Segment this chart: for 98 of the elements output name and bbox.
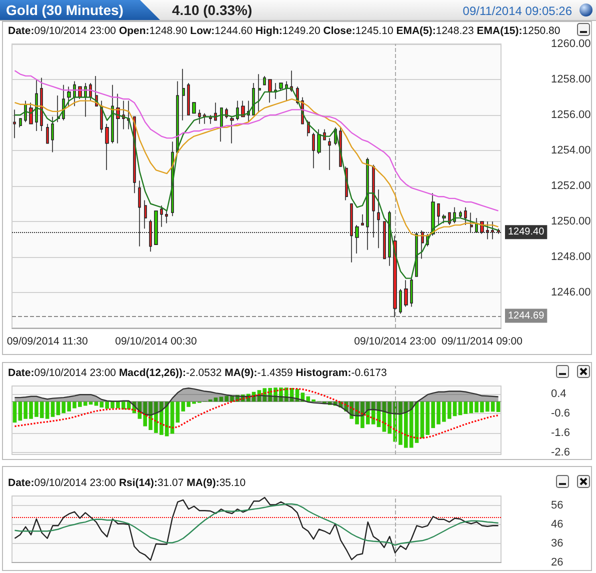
chart-title: Date:09/10/2014 23:00 Macd(12,26)):-2.0532 MA(9):-1.4359 Histogram:-0.6173 [8,367,387,379]
y-tick-label: 1258.00 [551,74,591,86]
candlestick [442,214,446,224]
candlestick [470,212,473,233]
candlestick [437,203,440,226]
candlestick [366,157,369,250]
chart-subtitle: 4.10 (0.33%) [172,2,252,18]
y-tick-label: -2.6 [551,446,570,458]
bar [458,402,462,416]
candlestick [285,80,288,102]
candlestick [464,206,467,226]
chart-title: Date:09/10/2014 23:00 Rsi(14):31.07 MA(9):35.10 [8,477,246,489]
candlestick [51,116,54,153]
candlestick [421,230,424,260]
line-series [14,70,499,212]
candlestick [29,102,33,124]
y-tick-label: 0.4 [551,388,566,400]
candlestick [491,221,494,240]
candlestick [182,68,185,121]
candlestick [241,100,245,118]
x-tick-label: 09/10/2014 23:00 [354,336,436,348]
candlestick [105,123,109,170]
candlestick [350,203,353,263]
candlestick [187,82,190,116]
candlestick [165,210,168,224]
candlestick [268,79,272,103]
candlestick [13,109,16,138]
x-tick-label: 09/11/2014 09:00 [442,336,523,348]
candlestick [486,221,489,240]
y-tick-label: 26 [551,556,564,568]
candlestick [46,123,49,144]
y-tick-label: 46 [551,518,564,530]
y-tick-label: -0.6 [551,407,570,420]
y-tick-label: 1250.00 [551,216,591,228]
y-tick-label: 1246.00 [551,286,591,298]
y-tick-label: 1260.00 [551,38,591,50]
x-tick-label: 09/09/2014 11:30 [6,336,88,348]
candlestick [176,80,179,153]
candlestick [230,116,234,144]
candlestick [263,76,266,86]
candlestick [154,210,158,245]
candlestick [138,180,141,247]
line-series [14,88,499,279]
candlestick [279,82,283,91]
candlestick [24,100,27,122]
bar [50,402,55,417]
y-tick-label: 56 [551,500,564,512]
candlestick [198,109,201,124]
candlestick [372,164,375,238]
candlestick [40,77,43,132]
candlestick [328,138,331,170]
candlestick [459,210,462,218]
candlestick [127,100,130,130]
candlestick [388,210,391,266]
candlestick [317,128,321,154]
candlestick [383,221,386,260]
candlestick [19,118,22,128]
text: 09/11/2014 09:05:26 [462,4,572,18]
candlestick [377,189,380,249]
candlestick [258,74,261,112]
x-tick-label: 09/10/2014 00:30 [115,336,198,348]
candlestick [431,192,435,236]
line-series [14,98,499,236]
line-series [14,496,499,561]
candlestick [111,84,114,144]
bar [214,398,218,402]
y-tick-label: 1256.00 [551,109,591,121]
candlestick [149,219,152,252]
line-series [14,388,500,439]
candlestick [393,235,397,318]
candlestick [160,205,163,228]
candlestick [312,132,315,169]
candlestick [192,102,196,114]
candlestick [497,228,500,234]
y-tick-label: 1252.00 [551,180,591,192]
candlestick [399,288,402,314]
candlestick [35,79,38,132]
y-tick-label: 1248.00 [551,251,591,263]
candlestick [355,224,359,254]
y-tick-label: 1254.00 [551,144,591,156]
candlestick [274,82,277,100]
candlestick [236,100,239,121]
y-tick-label: 36 [551,538,564,550]
candlestick [252,82,255,116]
y-tick-label: -1.6 [551,426,570,439]
candlestick [410,278,413,308]
candlestick [57,95,60,122]
candlestick [67,86,71,107]
candlestick [220,108,223,142]
ref-line-label: 1244.69 [508,310,545,322]
ref-line-label: 1249.40 [508,226,545,238]
candlestick [404,280,408,308]
line-series [14,503,499,546]
text: Date:09/10/2014 23:00 Open:1248.90 Low:1244.60 High:1249.20 Close:1245.10 EMA(5):1248.23 EMA(15):1250.80 [8,25,560,37]
candlestick [475,218,478,233]
chart-title: Gold (30 Minutes) [6,2,124,18]
candlestick [361,214,364,226]
candlestick [144,200,147,229]
